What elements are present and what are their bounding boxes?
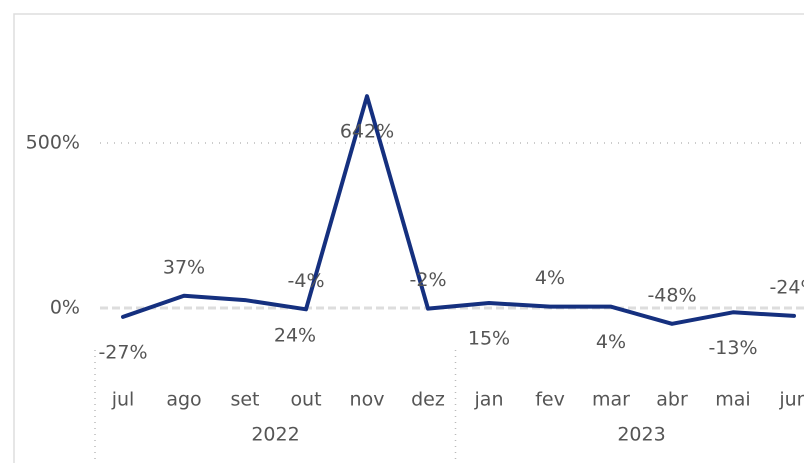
data-label: 37% [163, 256, 205, 278]
x-group-label: 2022 [251, 424, 299, 446]
data-label: -2% [410, 269, 447, 291]
x-tick-label: jul [111, 389, 135, 411]
data-label: -48% [647, 284, 696, 306]
line [121, 94, 796, 326]
y-tick-label: 500% [26, 132, 80, 154]
data-label: 4% [596, 331, 626, 353]
y-tick-label: 0% [50, 297, 80, 319]
x-tick-label: out [290, 389, 321, 411]
x-tick-label: mar [592, 389, 630, 411]
x-tick-label: jun [778, 389, 804, 411]
data-label: 642% [340, 121, 394, 143]
data-label: 24% [274, 325, 316, 347]
x-tick-label: nov [350, 389, 385, 411]
data-label: -27% [98, 341, 147, 363]
data-label: -24% [769, 276, 804, 298]
x-tick-label: abr [656, 389, 688, 411]
data-label: -4% [288, 270, 325, 292]
x-tick-label: set [230, 389, 259, 411]
visual-frame [13, 13, 804, 463]
x-tick-label: jan [474, 389, 504, 411]
data-label: 4% [535, 267, 565, 289]
x-group-label: 2023 [617, 424, 665, 446]
x-tick-label: dez [411, 389, 445, 411]
x-tick-label: mai [715, 389, 750, 411]
data-label: -13% [708, 337, 757, 359]
x-tick-label: ago [166, 389, 201, 411]
data-label: 15% [468, 328, 510, 350]
x-tick-label: fev [535, 389, 565, 411]
